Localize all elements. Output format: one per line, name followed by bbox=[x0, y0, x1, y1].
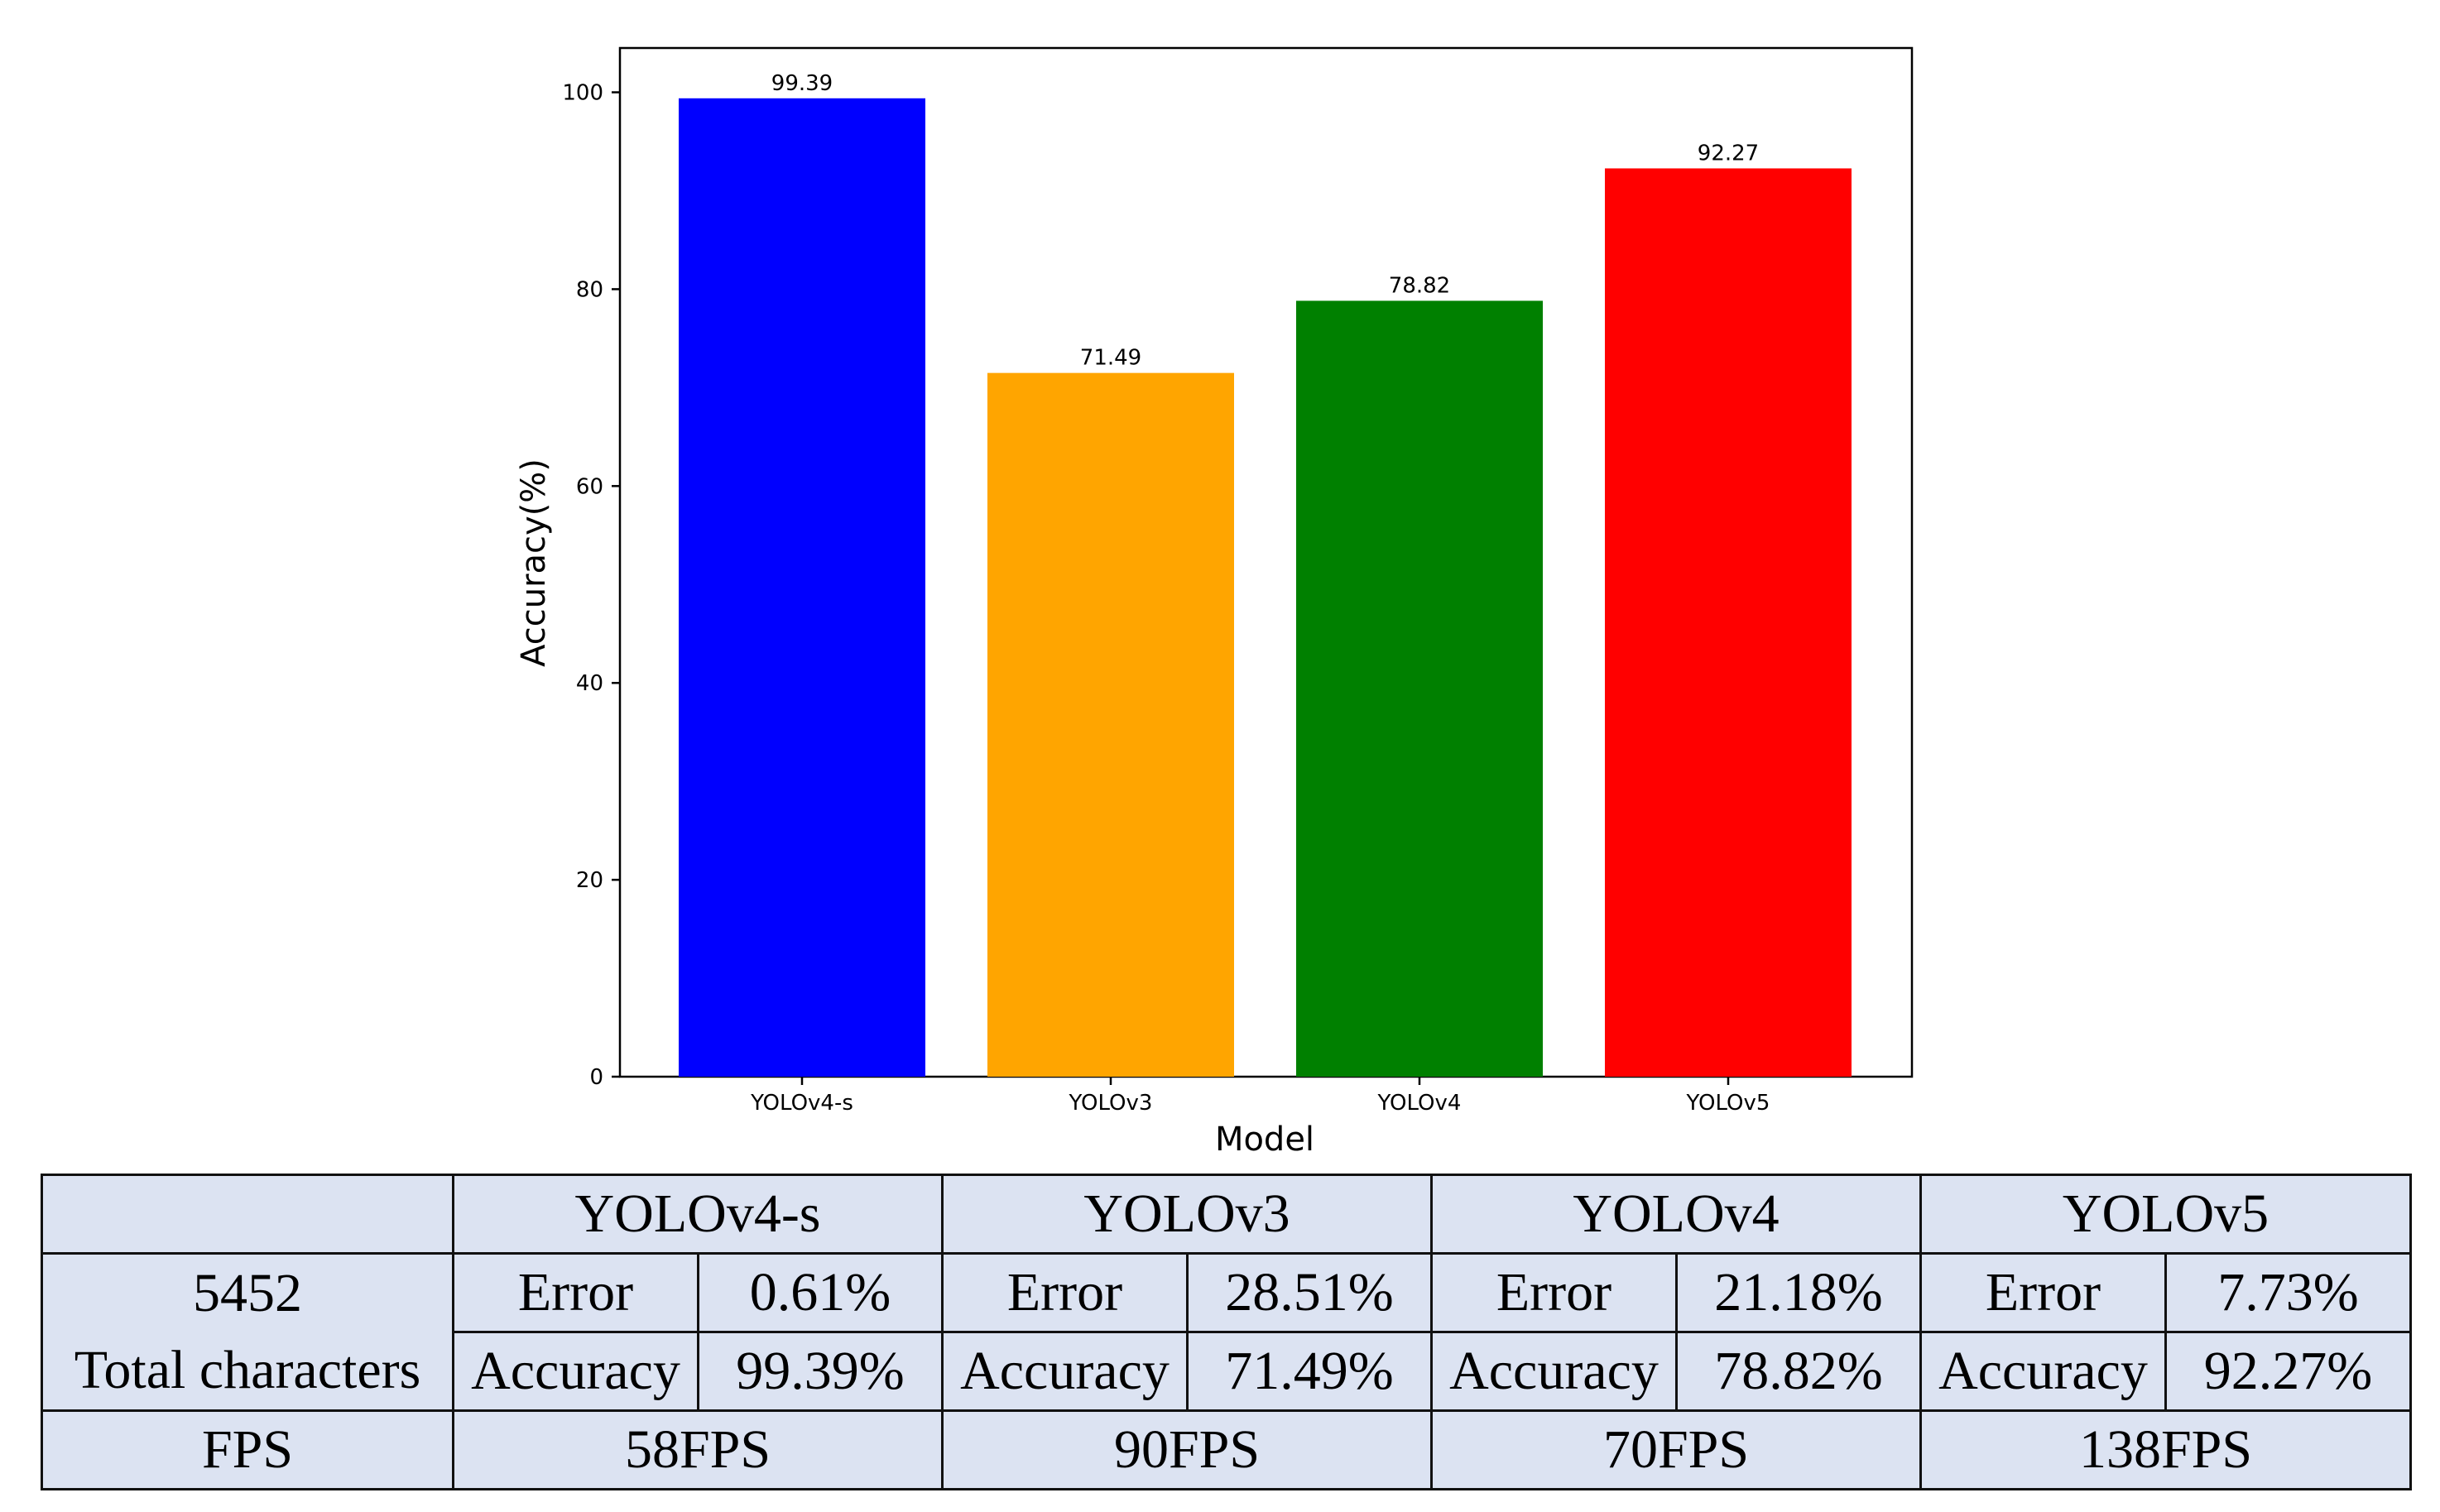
error-value-yolov5: 7.73% bbox=[2164, 1252, 2412, 1333]
row-label-count: 5452 bbox=[41, 1252, 454, 1332]
fps-value-yolov5: 138FPS bbox=[1919, 1409, 2412, 1490]
error-value-yolov4s: 0.61% bbox=[697, 1252, 944, 1333]
table-header-row: YOLOv4-s YOLOv3 YOLOv4 YOLOv5 bbox=[41, 1174, 2412, 1255]
x-tick-label: YOLOv3 bbox=[1069, 1091, 1153, 1116]
row-label-fps: FPS bbox=[41, 1409, 454, 1490]
x-axis-label: Model bbox=[1215, 1121, 1314, 1154]
table-header-yolov4s: YOLOv4-s bbox=[452, 1174, 944, 1255]
x-tick-label: YOLOv5 bbox=[1686, 1091, 1770, 1116]
bar-yolov5 bbox=[1605, 168, 1852, 1077]
fps-value-yolov3: 90FPS bbox=[941, 1409, 1433, 1490]
y-tick-label: 60 bbox=[576, 474, 603, 499]
table-header-yolov3: YOLOv3 bbox=[941, 1174, 1433, 1255]
y-tick-label: 0 bbox=[589, 1065, 603, 1090]
table-header-yolov5: YOLOv5 bbox=[1919, 1174, 2412, 1255]
accuracy-value-yolov5: 92.27% bbox=[2164, 1331, 2412, 1412]
x-axis-ticks: YOLOv4-s YOLOv3 YOLOv4 YOLOv5 bbox=[750, 1077, 1770, 1116]
error-label-yolov3: Error bbox=[941, 1252, 1189, 1333]
error-value-yolov3: 28.51% bbox=[1186, 1252, 1433, 1333]
results-table: YOLOv4-s YOLOv3 YOLOv4 YOLOv5 5452 Error… bbox=[41, 1174, 2412, 1490]
error-value-yolov4: 21.18% bbox=[1675, 1252, 1922, 1333]
bar-yolov3 bbox=[987, 372, 1234, 1077]
accuracy-label-yolov4: Accuracy bbox=[1430, 1331, 1678, 1412]
accuracy-value-yolov4s: 99.39% bbox=[697, 1331, 944, 1412]
bar-value-labels: 99.39 71.49 78.82 92.27 bbox=[771, 71, 1759, 371]
y-tick-label: 100 bbox=[562, 81, 603, 106]
accuracy-value-yolov4: 78.82% bbox=[1675, 1331, 1922, 1412]
bar-value-label: 99.39 bbox=[771, 71, 833, 96]
fps-value-yolov4s: 58FPS bbox=[452, 1409, 944, 1490]
table-row-error: 5452 Error 0.61% Error 28.51% Error 21.1… bbox=[41, 1252, 2412, 1333]
accuracy-label-yolov3: Accuracy bbox=[941, 1331, 1189, 1412]
row-label-total-characters: Total characters bbox=[41, 1332, 454, 1412]
error-label-yolov4s: Error bbox=[452, 1252, 699, 1333]
y-tick-label: 80 bbox=[576, 277, 603, 302]
error-label-yolov5: Error bbox=[1919, 1252, 2167, 1333]
y-axis-ticks: 0 20 40 60 80 100 bbox=[562, 81, 620, 1090]
table-row-fps: FPS 58FPS 90FPS 70FPS 138FPS bbox=[41, 1409, 2412, 1490]
x-tick-label: YOLOv4-s bbox=[750, 1091, 853, 1116]
accuracy-value-yolov3: 71.49% bbox=[1186, 1331, 1433, 1412]
y-tick-label: 40 bbox=[576, 671, 603, 696]
table-header-yolov4: YOLOv4 bbox=[1430, 1174, 1922, 1255]
y-tick-label: 20 bbox=[576, 868, 603, 893]
table-row-accuracy: Total characters Accuracy 99.39% Accurac… bbox=[41, 1331, 2412, 1412]
bar-value-label: 92.27 bbox=[1698, 141, 1759, 166]
x-tick-label: YOLOv4 bbox=[1377, 1091, 1462, 1116]
bars-group bbox=[679, 98, 1852, 1077]
accuracy-bar-chart: 99.39 71.49 78.82 92.27 0 20 40 60 80 100 YOLOv4… bbox=[515, 46, 1914, 1154]
bar-value-label: 78.82 bbox=[1389, 273, 1450, 298]
error-label-yolov4: Error bbox=[1430, 1252, 1678, 1333]
bar-value-label: 71.49 bbox=[1080, 346, 1141, 371]
bar-yolov4s bbox=[679, 98, 925, 1077]
table-header-empty-cell bbox=[41, 1174, 454, 1255]
accuracy-label-yolov4s: Accuracy bbox=[452, 1331, 699, 1412]
fps-value-yolov4: 70FPS bbox=[1430, 1409, 1922, 1490]
accuracy-label-yolov5: Accuracy bbox=[1919, 1331, 2167, 1412]
y-axis-label: Accuracy(%) bbox=[515, 458, 553, 667]
bar-yolov4 bbox=[1296, 300, 1543, 1077]
